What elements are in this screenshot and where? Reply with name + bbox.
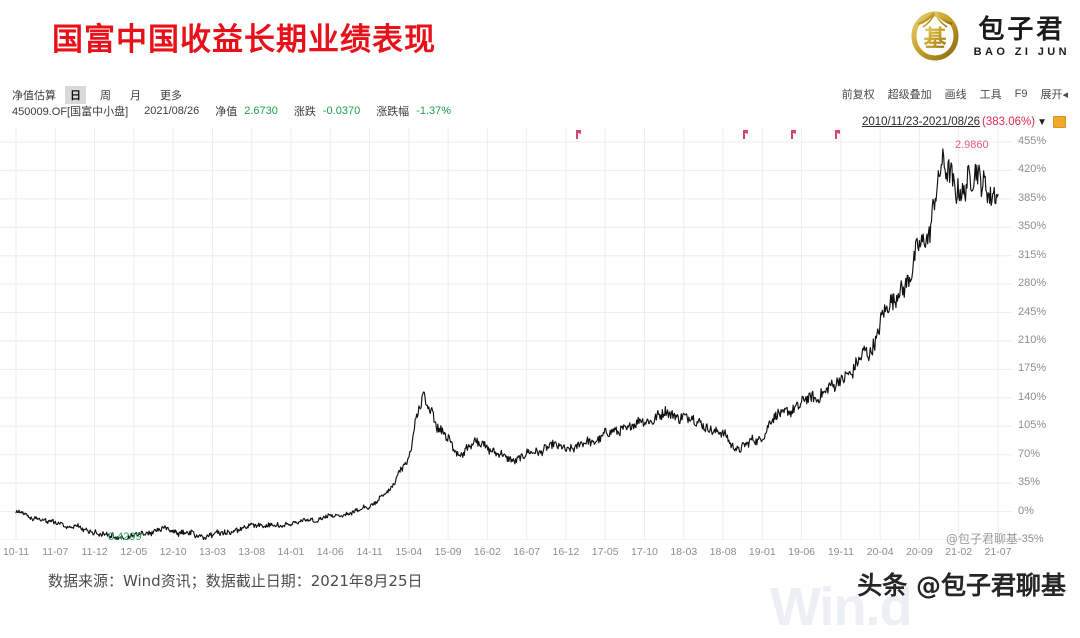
x-axis-tick: 21-07 bbox=[984, 546, 1012, 558]
annotation-flag-icon[interactable] bbox=[575, 130, 582, 139]
annotation-flag-icon[interactable] bbox=[834, 130, 841, 139]
y-axis-tick: 280% bbox=[1018, 277, 1047, 290]
x-axis-tick: 13-03 bbox=[198, 546, 226, 558]
x-axis-tick: 19-06 bbox=[788, 546, 816, 558]
svg-text:基: 基 bbox=[923, 26, 947, 52]
chart-canvas bbox=[0, 128, 1012, 540]
x-axis-tick: 16-07 bbox=[513, 546, 541, 558]
period-tab-more[interactable]: 更多 bbox=[160, 90, 182, 102]
data-source-note: 数据来源：Wind资讯；数据截止日期：2021年8月25日 bbox=[48, 572, 423, 590]
change-pct-label: 涨跌幅 bbox=[376, 106, 410, 118]
chart-gridlines bbox=[0, 128, 1012, 540]
x-axis-tick: 20-09 bbox=[906, 546, 933, 558]
y-axis-tick: 35% bbox=[1018, 476, 1041, 489]
x-axis-labels: 10-11 11-07 11-12 12-05 12-10 13-03 13-08 14-01… bbox=[0, 546, 1080, 562]
toolbar-item-adjust[interactable]: 前复权 bbox=[841, 89, 875, 101]
range-return-pct: (383.06%) bbox=[982, 116, 1036, 128]
x-axis-tick: 11-07 bbox=[42, 546, 69, 558]
chevron-down-icon[interactable]: ▼ bbox=[1037, 116, 1047, 128]
change-label: 涨跌 bbox=[293, 106, 316, 118]
page-title: 国富中国收益长期业绩表现 bbox=[52, 22, 436, 58]
toolbar-item-drawline[interactable]: 画线 bbox=[944, 89, 967, 101]
y-axis-tick: 455% bbox=[1018, 135, 1047, 147]
bun-logo-icon: 基 bbox=[904, 6, 966, 68]
fund-code-name[interactable]: 450009.OF[国富中小盘] bbox=[12, 106, 129, 118]
period-tab-month[interactable]: 月 bbox=[130, 90, 141, 102]
y-axis-tick: 420% bbox=[1018, 163, 1047, 176]
account-watermark: @包子君聊基 bbox=[946, 532, 1019, 546]
performance-chart[interactable]: Win.d bbox=[0, 128, 1012, 637]
toolbar-item-overlay[interactable]: 超级叠加 bbox=[887, 89, 932, 101]
y-axis-tick: 70% bbox=[1018, 447, 1041, 460]
x-axis-tick: 11-12 bbox=[81, 546, 108, 558]
y-axis-tick: 385% bbox=[1018, 191, 1047, 204]
quote-period-row: 净值估算 日 周 月 更多 bbox=[12, 86, 187, 104]
y-axis-tick: 105% bbox=[1018, 419, 1047, 432]
lock-icon[interactable] bbox=[1053, 116, 1066, 128]
annotation-flag-icon[interactable] bbox=[790, 130, 797, 139]
nav-label: 净值 bbox=[215, 106, 238, 118]
x-axis-tick: 15-04 bbox=[395, 546, 423, 558]
range-return-badge[interactable]: 2010/11/23-2021/08/26 (383.06%) ▼ bbox=[862, 116, 1066, 128]
y-axis-tick: 0% bbox=[1018, 504, 1034, 517]
quote-detail-row: 450009.OF[国富中小盘] 2021/08/26 净值 2.6730 涨跌… bbox=[12, 103, 451, 119]
y-axis-tick: 350% bbox=[1018, 220, 1047, 233]
nav-value: 2.6730 bbox=[244, 105, 278, 117]
x-axis-tick: 15-09 bbox=[434, 546, 462, 558]
x-axis-tick: 17-10 bbox=[631, 546, 658, 558]
period-tab-day[interactable]: 日 bbox=[65, 86, 86, 104]
y-axis-tick: -35% bbox=[1018, 533, 1044, 545]
quote-date: 2021/08/26 bbox=[144, 105, 200, 117]
toolbar-item-expand[interactable]: 展开◂ bbox=[1040, 89, 1068, 101]
nav-estimate-label: 净值估算 bbox=[12, 90, 56, 102]
x-axis-tick: 14-11 bbox=[356, 546, 383, 558]
low-value-label: 0.4299 bbox=[108, 531, 142, 543]
x-axis-tick: 16-12 bbox=[552, 546, 580, 558]
y-axis-tick: 245% bbox=[1018, 305, 1047, 318]
toolbar-item-tools[interactable]: 工具 bbox=[979, 89, 1002, 101]
period-tab-week[interactable]: 周 bbox=[100, 90, 111, 102]
price-line bbox=[15, 148, 999, 540]
brand-name-cn: 包子君 bbox=[978, 14, 1066, 45]
y-axis-tick: 175% bbox=[1018, 362, 1047, 375]
x-axis-tick: 14-06 bbox=[316, 546, 344, 558]
x-axis-tick: 12-10 bbox=[159, 546, 187, 558]
brand-name-en: BAO ZI JUN bbox=[973, 45, 1070, 58]
x-axis-tick: 18-08 bbox=[709, 546, 737, 558]
annotation-flag-icon[interactable] bbox=[742, 130, 749, 139]
x-axis-tick: 14-01 bbox=[277, 546, 305, 558]
x-axis-tick: 18-03 bbox=[670, 546, 698, 558]
toutiao-watermark: 头条 @包子君聊基 bbox=[857, 571, 1066, 600]
x-axis-tick: 21-02 bbox=[945, 546, 973, 558]
x-axis-tick: 16-02 bbox=[473, 546, 501, 558]
x-axis-tick: 19-11 bbox=[827, 546, 854, 558]
y-axis-tick: 140% bbox=[1018, 390, 1047, 403]
x-axis-tick: 13-08 bbox=[238, 546, 266, 558]
x-axis-tick: 19-01 bbox=[748, 546, 776, 558]
range-period: 2010/11/23-2021/08/26 bbox=[861, 116, 981, 128]
change-value: -0.0370 bbox=[322, 105, 361, 117]
x-axis-tick: 12-05 bbox=[120, 546, 148, 558]
x-axis-tick: 10-11 bbox=[2, 546, 30, 558]
change-pct-value: -1.37% bbox=[416, 105, 452, 117]
brand-logo: 基 包子君 BAO ZI JUN bbox=[904, 6, 1070, 68]
toolbar-item-f9[interactable]: F9 bbox=[1014, 88, 1028, 100]
x-axis-tick: 17-05 bbox=[591, 546, 619, 558]
y-axis-tick: 210% bbox=[1018, 334, 1047, 346]
y-axis-tick: 315% bbox=[1018, 248, 1047, 261]
peak-value-label: 2.9860 bbox=[955, 139, 989, 151]
y-axis-labels: 455% 420% 385% 350% 315% 280% 245% 210% 175% 140%… bbox=[1018, 128, 1080, 548]
chart-toolbar: 前复权 超级叠加 画线 工具 F9 展开◂ bbox=[842, 86, 1068, 102]
x-axis-tick: 20-04 bbox=[866, 546, 894, 558]
